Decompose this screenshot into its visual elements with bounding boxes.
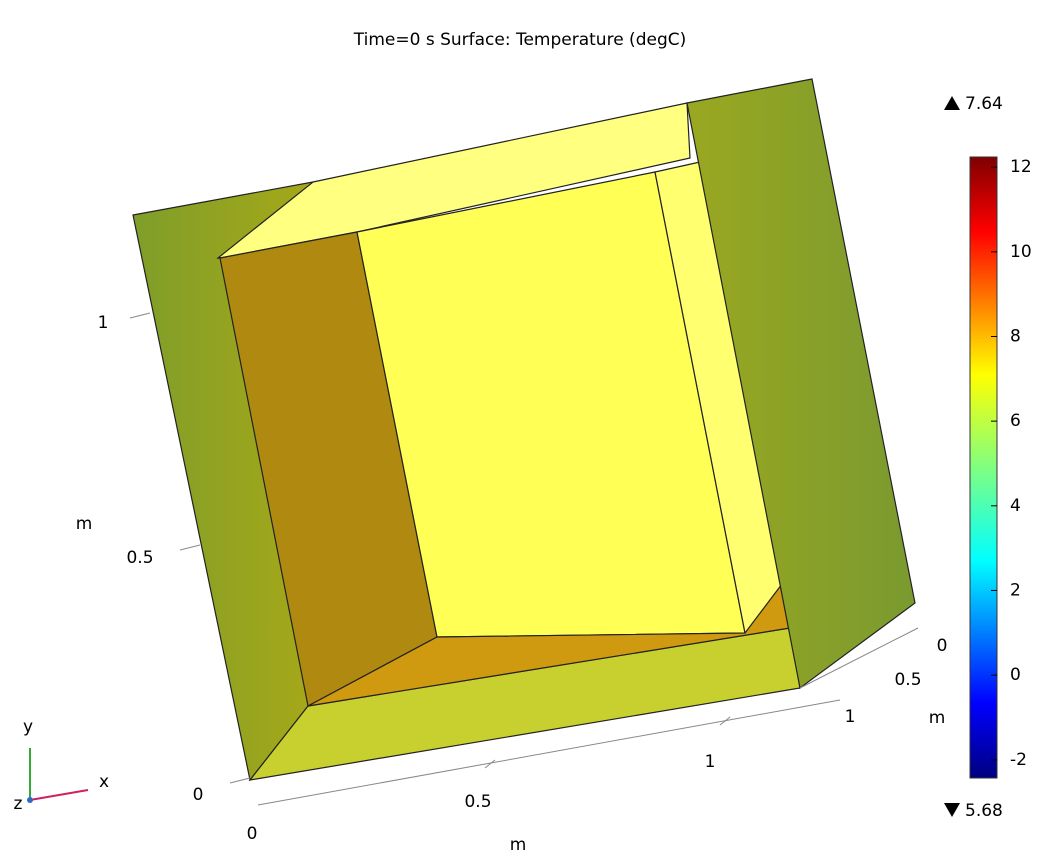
- y-axis-label: m: [76, 514, 93, 534]
- y-tick-label: 1: [98, 313, 109, 333]
- triad-label: z: [14, 794, 23, 814]
- colorbar-tick-label: 10: [1010, 242, 1032, 262]
- max-label: 7.64: [965, 94, 1003, 114]
- triad-label: x: [99, 772, 109, 792]
- x-axis-label: m: [510, 835, 527, 855]
- triad-label: y: [23, 717, 33, 737]
- colorbar-tick-label: 0: [1010, 665, 1021, 685]
- colorbar-tick-label: 2: [1010, 580, 1021, 600]
- colorbar-tick-label: 8: [1010, 326, 1021, 346]
- colorbar-tick-label: -2: [1010, 750, 1027, 770]
- triad: y x z: [14, 717, 110, 814]
- geometry: [133, 79, 915, 780]
- x-tick-label: 1: [705, 752, 716, 772]
- max-marker: [944, 96, 960, 110]
- z-tick-label: 1: [845, 707, 856, 727]
- colorbar-tick-label: 4: [1010, 496, 1021, 516]
- y-tick-label: 0.5: [126, 548, 153, 568]
- colorbar-tick-label: 12: [1010, 157, 1032, 177]
- colorbar-tick-label: 6: [1010, 411, 1021, 431]
- min-marker: [944, 803, 960, 817]
- y-tick-label: 0: [193, 785, 204, 805]
- x-tick-label: 0.5: [464, 792, 491, 812]
- x-tick-label: 0: [247, 824, 258, 844]
- min-label: 5.68: [965, 801, 1003, 821]
- z-tick-label: 0: [937, 636, 948, 656]
- colorbar: [970, 157, 997, 778]
- plot-window: Time=0 s Surface: Temperature (degC) 1 0…: [0, 0, 1043, 857]
- title: Time=0 s Surface: Temperature (degC): [353, 30, 687, 50]
- z-tick-label: 0.5: [894, 670, 921, 690]
- z-axis-label: m: [929, 708, 946, 728]
